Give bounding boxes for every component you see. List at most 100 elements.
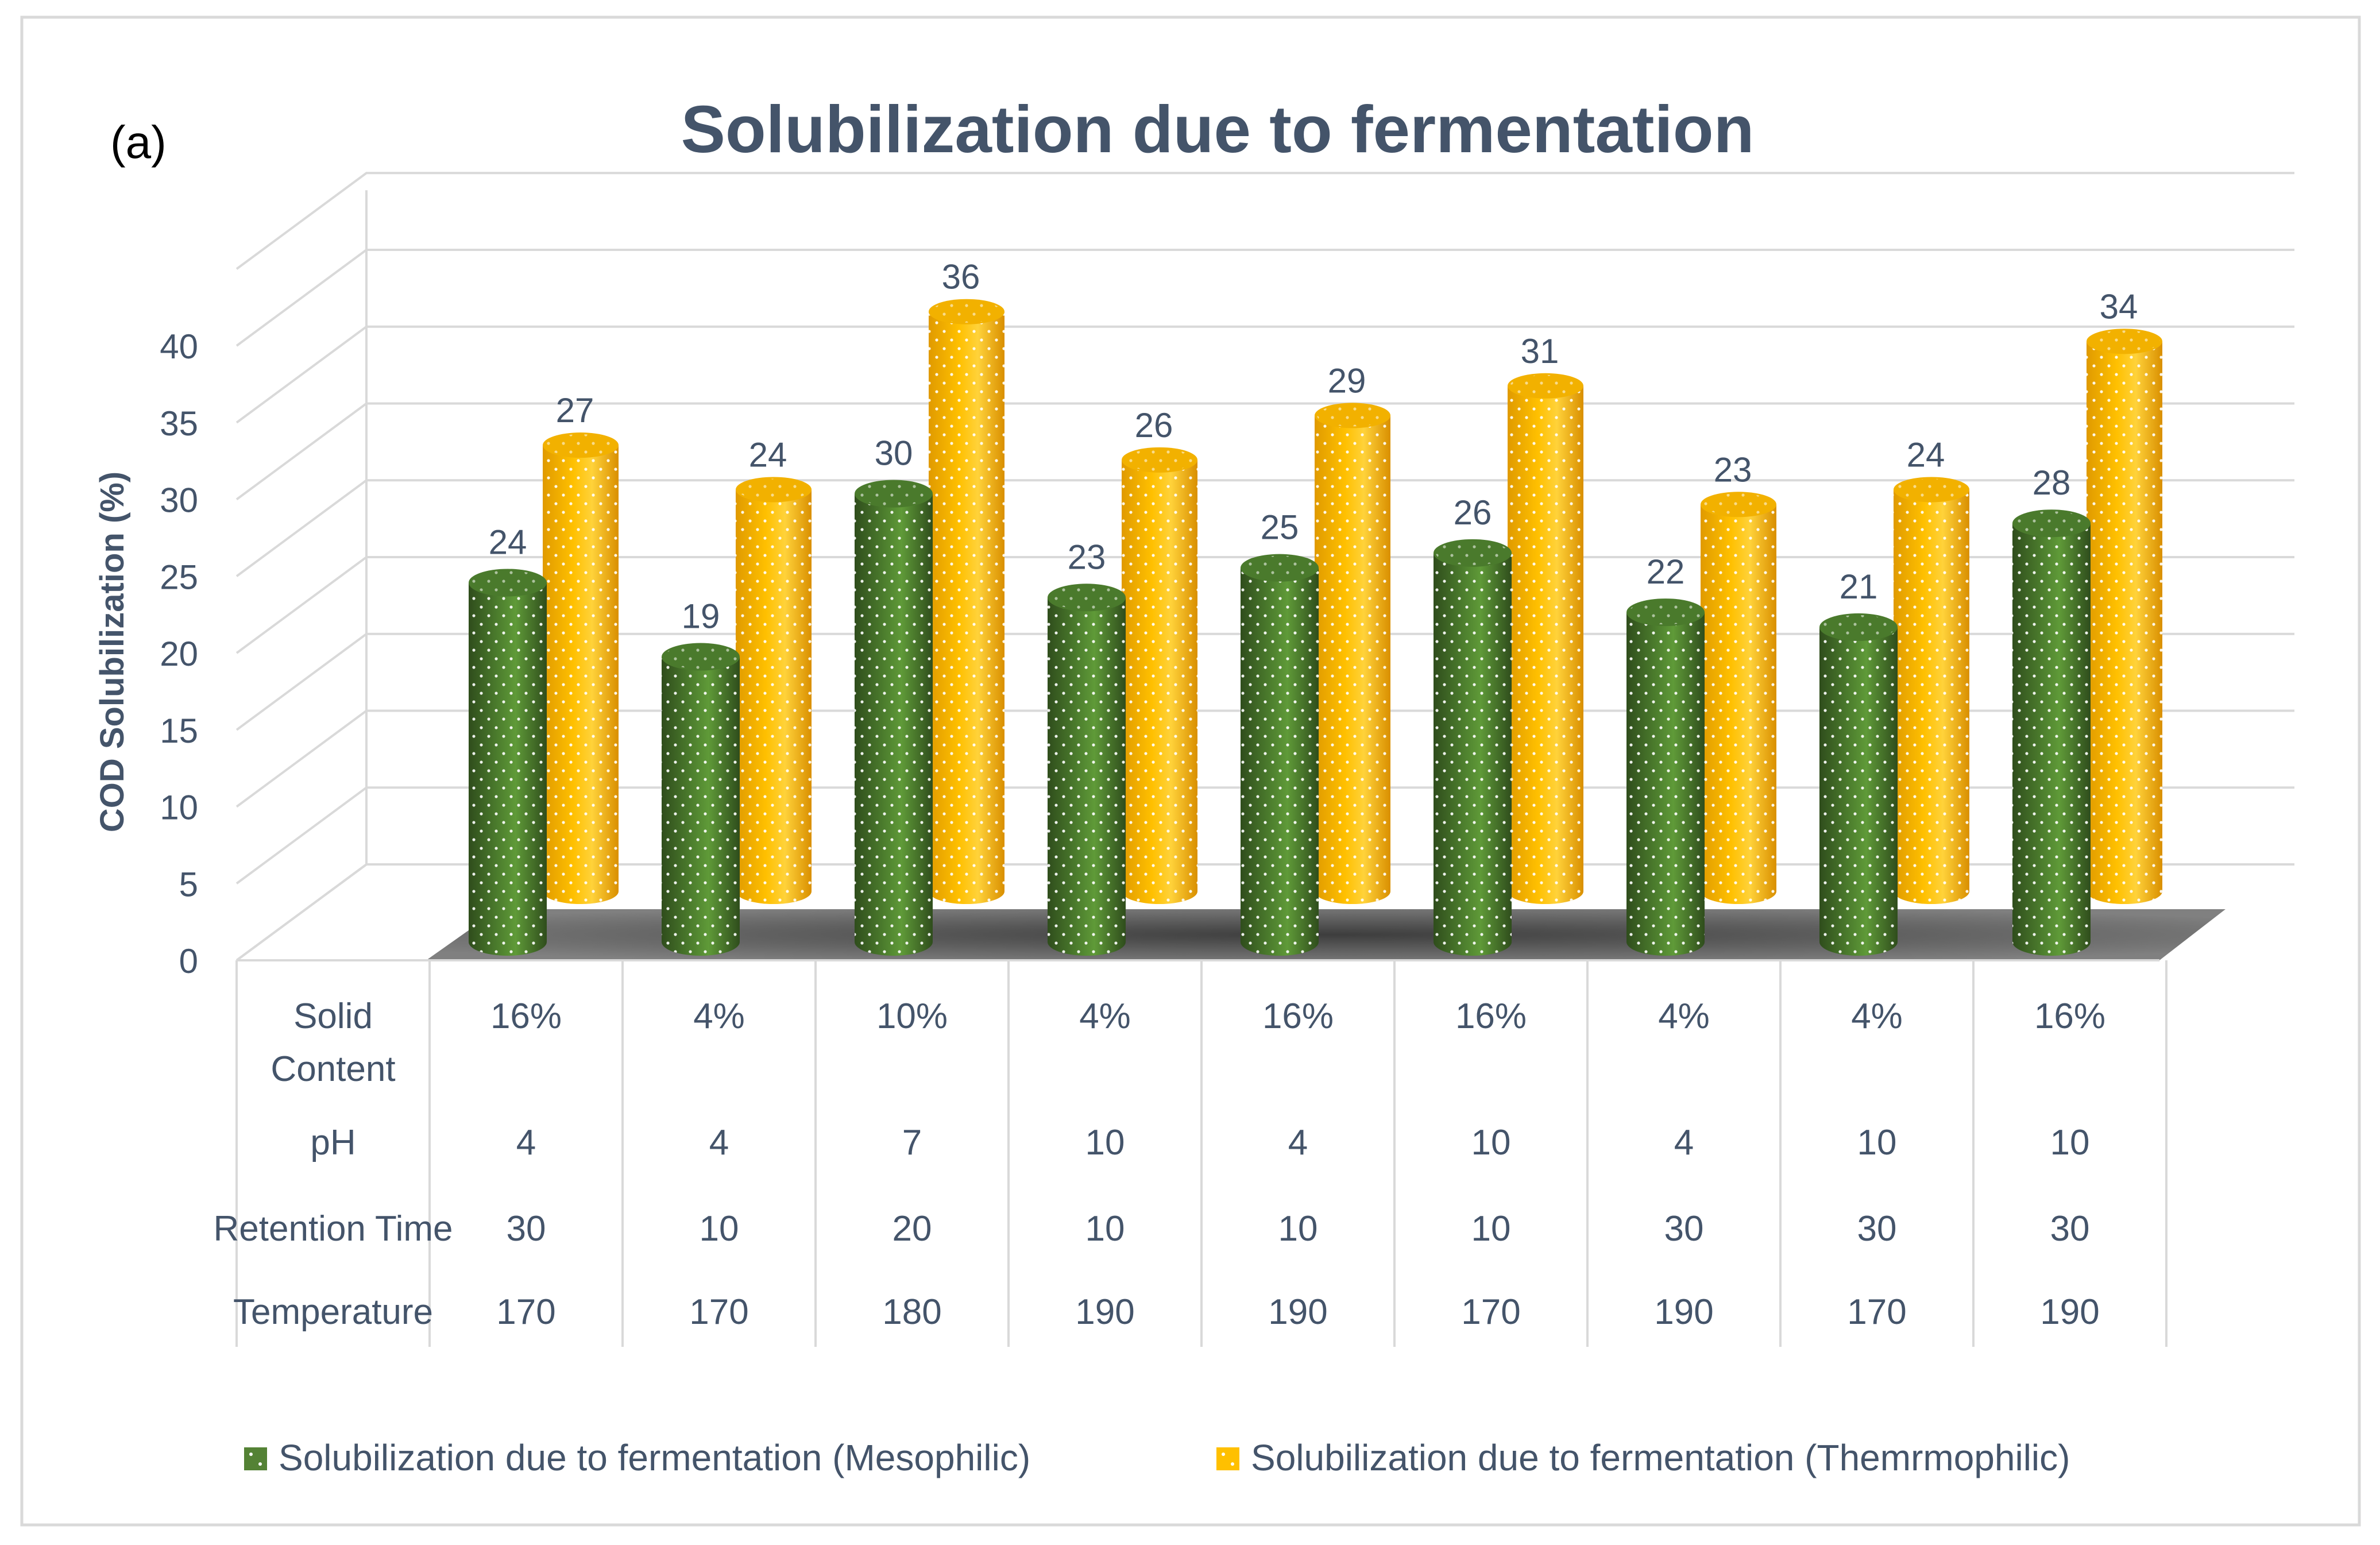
y-tick-label: 40 <box>160 327 198 366</box>
bar-mesophilic[interactable] <box>662 643 740 956</box>
bar-mesophilic[interactable] <box>1434 539 1512 956</box>
table-cell: 10 <box>1278 1209 1318 1249</box>
row-header: Retention Time <box>214 1209 453 1249</box>
table-cell: 10 <box>1085 1209 1125 1249</box>
table-cell: 30 <box>507 1209 546 1249</box>
legend-item-mesophilic[interactable]: Solubilization due to fermentation (Meso… <box>244 1437 1030 1478</box>
table-cell: 10 <box>1471 1123 1511 1162</box>
table-cell: 190 <box>2040 1292 2099 1332</box>
legend-label-thermophilic: Solubilization due to fermentation (Them… <box>1251 1437 2070 1478</box>
gridline <box>235 402 2294 501</box>
bar-thermophilic[interactable] <box>736 477 812 904</box>
data-label-thermophilic: 27 <box>556 391 594 430</box>
table-cell: 4% <box>693 996 745 1036</box>
data-label-mesophilic: 22 <box>1647 553 1685 591</box>
table-cell: 30 <box>1664 1209 1704 1249</box>
data-label-thermophilic: 29 <box>1328 361 1366 400</box>
table-cell: 190 <box>1268 1292 1327 1332</box>
table-cell: 170 <box>689 1292 748 1332</box>
data-label-thermophilic: 24 <box>749 435 787 474</box>
y-tick-label: 20 <box>160 635 198 673</box>
y-tick-label: 25 <box>160 558 198 596</box>
y-tick-label: 15 <box>160 712 198 750</box>
table-cell: 4 <box>1674 1123 1694 1162</box>
bar-thermophilic[interactable] <box>1508 373 1583 904</box>
data-label-mesophilic: 24 <box>489 523 527 561</box>
data-label-thermophilic: 34 <box>2100 287 2138 326</box>
data-label-thermophilic: 23 <box>1714 450 1752 489</box>
table-cell: 4 <box>709 1123 729 1162</box>
bar-mesophilic[interactable] <box>469 569 547 956</box>
legend-label-mesophilic: Solubilization due to fermentation (Meso… <box>279 1437 1030 1478</box>
data-label-mesophilic: 26 <box>1454 493 1492 532</box>
table-cell: 16% <box>2034 996 2105 1036</box>
data-label-mesophilic: 23 <box>1068 538 1106 576</box>
table-cell: 20 <box>892 1209 932 1249</box>
bar-thermophilic[interactable] <box>543 432 619 904</box>
gridline <box>235 479 2294 577</box>
row-header: Solid Content <box>271 996 395 1089</box>
table-cell: 10 <box>2050 1123 2090 1162</box>
bar-mesophilic[interactable] <box>855 480 933 956</box>
data-table: Solid Content pH Retention Time Temperature 1… <box>214 960 2168 1347</box>
data-labels: 27 24 36 26 29 31 23 24 34 24 19 30 23 25 26 22 21 28 <box>489 258 2138 636</box>
table-cell: 10 <box>700 1209 739 1249</box>
table-cell: 10 <box>1857 1123 1897 1162</box>
table-cell: 180 <box>882 1292 941 1332</box>
table-cell: 190 <box>1654 1292 1713 1332</box>
row-header: Temperature <box>233 1292 433 1332</box>
bar-thermophilic[interactable] <box>1894 477 1969 904</box>
bar-thermophilic[interactable] <box>1701 492 1776 904</box>
bar-mesophilic[interactable] <box>2012 509 2091 956</box>
gridline <box>235 249 2294 347</box>
chart-walls <box>365 190 368 864</box>
data-label-mesophilic: 21 <box>1840 567 1878 606</box>
table-cell: 7 <box>902 1123 922 1162</box>
y-tick-label: 35 <box>160 404 198 443</box>
y-axis-label: COD Solubilization (%) <box>94 472 131 832</box>
chart-title: Solubilization due to fermentation <box>681 92 1755 167</box>
table-cell: 16% <box>1262 996 1334 1036</box>
table-cell: 4 <box>516 1123 536 1162</box>
bar-mesophilic[interactable] <box>1819 613 1898 956</box>
y-tick-label: 10 <box>160 789 198 827</box>
bar-thermophilic[interactable] <box>2087 329 2162 904</box>
table-cell: 10 <box>1085 1123 1125 1162</box>
table-cell: 170 <box>496 1292 555 1332</box>
bar-thermophilic[interactable] <box>1315 403 1390 904</box>
panel-label: (a) <box>110 117 167 168</box>
bar-thermophilic[interactable] <box>929 299 1004 904</box>
data-label-thermophilic: 24 <box>1907 435 1945 474</box>
bar-mesophilic[interactable] <box>1241 554 1319 956</box>
gridline <box>235 325 2294 424</box>
y-tick-label: 30 <box>160 481 198 520</box>
table-cell: 170 <box>1847 1292 1906 1332</box>
bar-mesophilic[interactable] <box>1626 598 1705 956</box>
bar-thermophilic[interactable] <box>1122 447 1197 904</box>
data-label-mesophilic: 28 <box>2033 464 2071 502</box>
bar-mesophilic[interactable] <box>1048 584 1126 956</box>
legend: Solubilization due to fermentation (Meso… <box>244 1437 2070 1478</box>
data-label-mesophilic: 30 <box>875 434 913 473</box>
table-cell: 190 <box>1075 1292 1134 1332</box>
legend-swatch-thermophilic <box>1216 1447 1239 1470</box>
table-cell: 4% <box>1851 996 1903 1036</box>
data-label-thermophilic: 26 <box>1135 406 1173 445</box>
table-cell: 4% <box>1079 996 1131 1036</box>
table-cell: 10 <box>1471 1209 1511 1249</box>
y-axis-ticks: 0 5 10 15 20 25 30 35 40 <box>160 327 198 980</box>
data-label-mesophilic: 25 <box>1261 508 1299 547</box>
legend-item-thermophilic[interactable]: Solubilization due to fermentation (Them… <box>1216 1437 2070 1478</box>
gridline <box>235 556 2294 654</box>
data-label-thermophilic: 36 <box>942 258 980 296</box>
table-cell: 10% <box>876 996 948 1036</box>
legend-swatch-mesophilic <box>244 1447 267 1470</box>
table-cell: 170 <box>1461 1292 1520 1332</box>
table-cell: 30 <box>1857 1209 1897 1249</box>
y-tick-label: 0 <box>179 942 198 980</box>
table-cell: 16% <box>1455 996 1527 1036</box>
data-label-mesophilic: 19 <box>682 597 720 636</box>
data-label-thermophilic: 31 <box>1521 332 1559 370</box>
row-header: pH <box>310 1123 356 1162</box>
